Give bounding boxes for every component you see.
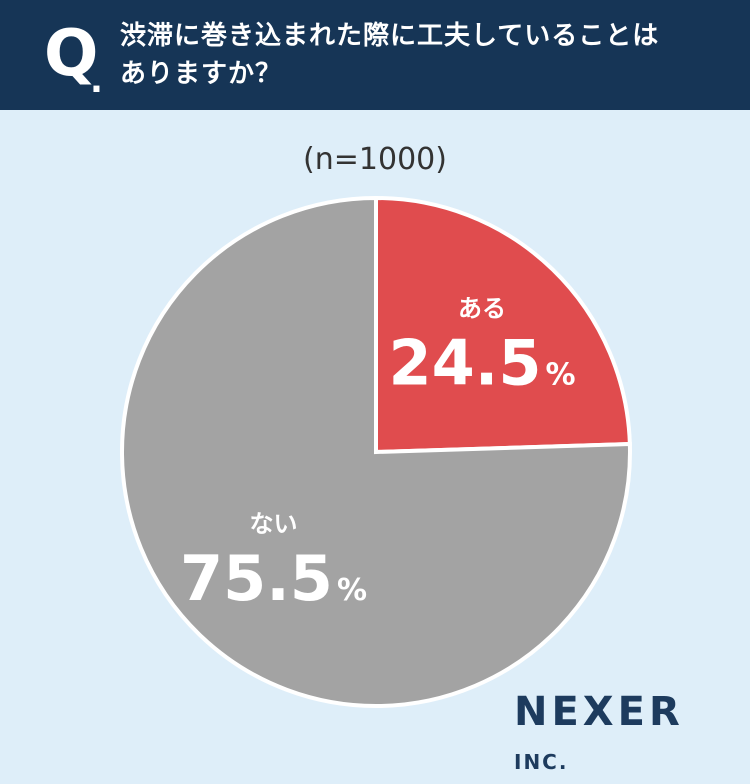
question-line-2: ありますか？	[120, 59, 283, 89]
q-dot: .	[90, 61, 103, 101]
sample-size-label: (n=1000)	[303, 142, 447, 177]
brand-name: NEXER	[514, 689, 684, 735]
brand-suffix: INC.	[514, 750, 569, 774]
slice-value-label: 75.5%	[180, 542, 367, 615]
q-mark: Q	[44, 17, 99, 91]
question-header: Q . 渋滞に巻き込まれた際に工夫していることは ありますか？	[0, 0, 750, 110]
pie-slice	[374, 195, 632, 455]
question-text: 渋滞に巻き込まれた際に工夫していることは ありますか？	[120, 17, 730, 93]
question-line-1: 渋滞に巻き込まれた際に工夫していることは	[120, 21, 660, 51]
slice-value-label: 24.5%	[389, 327, 576, 400]
slice-category-label: ない	[249, 510, 297, 538]
slice-category-label: ある	[458, 295, 506, 323]
brand-logo: NEXER INC.	[514, 690, 750, 784]
pie-slice	[120, 195, 632, 708]
pie-chart: ある 24.5 % ない 75.5%	[120, 195, 632, 708]
